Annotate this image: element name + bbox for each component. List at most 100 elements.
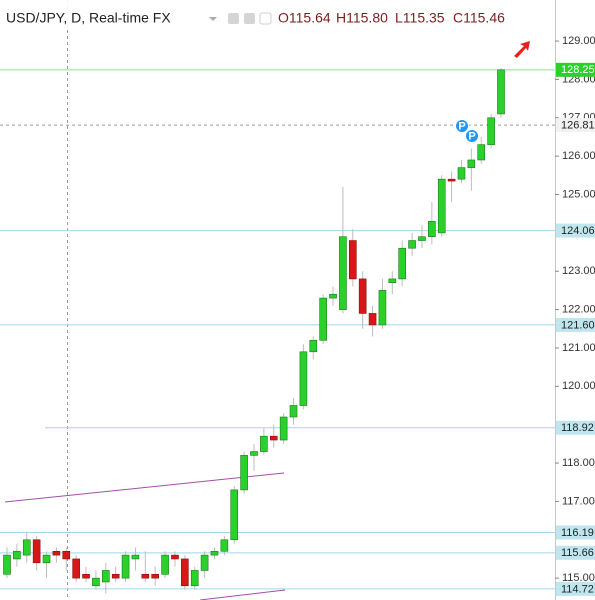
level-label-box [556, 317, 595, 332]
candle-body [289, 405, 298, 418]
candle-body [497, 69, 505, 115]
candle-body [190, 570, 199, 587]
candle-body [102, 570, 110, 583]
candle-body [22, 539, 31, 556]
y-tick-label: 126.00 [562, 150, 595, 162]
trend-line [199, 589, 286, 600]
candle-body [279, 416, 288, 441]
header-bg [0, 0, 555, 30]
level-label-box [556, 581, 595, 596]
y-tick-label: 120.00 [562, 380, 595, 392]
candle-body [339, 236, 347, 310]
y-tick-label: 121.00 [562, 342, 595, 354]
dropdown-icon [209, 17, 217, 21]
candle-body [348, 240, 357, 280]
candle-body [378, 290, 387, 326]
candle-body [62, 550, 71, 560]
candle-body [408, 240, 416, 249]
candle-body [151, 573, 159, 579]
level-label: 118.92 [561, 422, 594, 434]
ohlc-value: H115.80 [336, 10, 388, 26]
event-marker-label: P [468, 130, 475, 142]
level-label-box [556, 545, 595, 560]
candle-body [447, 178, 456, 182]
candle-body [398, 247, 407, 280]
candle-body [418, 236, 426, 241]
level-label: 121.60 [561, 319, 595, 331]
price-axis: 115.00 117.00 118.00 120.00 121.00 122.00 123.… [555, 35, 595, 596]
candle-body [42, 554, 51, 564]
event-markers: PP [455, 119, 479, 143]
candle-body [269, 435, 278, 441]
candle-body [32, 539, 41, 564]
ohlc-readout: O115.64 H115.80 L115.35 C115.46 [278, 10, 505, 26]
y-tick-label: 118.00 [562, 457, 595, 469]
event-marker [465, 129, 479, 143]
candle-body [220, 539, 229, 552]
y-tick-label: 117.00 [562, 495, 595, 507]
settings-icon [244, 13, 255, 24]
candle-body [72, 558, 80, 579]
close-icon [259, 12, 272, 25]
candle-body [181, 558, 189, 587]
event-marker-label: P [458, 120, 465, 132]
trend-line [4, 472, 285, 503]
y-tick-label: 129.00 [562, 35, 595, 47]
candle-body [92, 577, 100, 587]
symbol-title: USD/JPY, D, Real-time FX [6, 10, 171, 26]
level-label: 124.06 [561, 225, 595, 237]
level-label-box [556, 525, 595, 540]
level-label: 115.66 [561, 547, 594, 559]
candle-body [131, 554, 140, 560]
event-marker [455, 119, 469, 133]
ohlc-value: L115.35 [395, 10, 445, 26]
candle-body [52, 550, 61, 556]
candle-body [467, 159, 476, 168]
level-label-box [556, 223, 595, 238]
candle-body [141, 573, 150, 579]
candle-body [428, 221, 436, 238]
candle-body [161, 554, 169, 575]
candle-body [111, 573, 120, 579]
candle-body [13, 550, 21, 560]
candle-body [250, 451, 258, 456]
candle-body [121, 554, 130, 579]
candle-body [240, 455, 248, 491]
y-tick-label: 122.00 [562, 303, 595, 315]
candle-body [230, 489, 239, 541]
candle-body [309, 339, 318, 353]
candle-body [329, 293, 337, 299]
level-label: 114.72 [561, 583, 594, 595]
y-tick-label: 125.00 [562, 188, 595, 200]
y-tick-label: 115.00 [562, 572, 595, 584]
candle-body [487, 117, 495, 145]
candle-body [477, 144, 486, 161]
candle-body [368, 313, 377, 326]
level-label: 128.25 [561, 64, 595, 76]
ohlc-value: C115.46 [453, 10, 505, 26]
candle-body [210, 550, 219, 556]
candle-body [358, 278, 367, 314]
level-label-box [556, 62, 595, 77]
y-tick-label: 123.00 [562, 265, 595, 277]
candle-body [82, 573, 90, 579]
level-label-box [556, 420, 595, 435]
level-label: 126.81 [561, 119, 595, 131]
level-label: 116.19 [561, 527, 594, 539]
candle-body [260, 435, 268, 452]
arrow-icon [514, 41, 530, 58]
candle-body [299, 351, 308, 406]
candle-body [3, 554, 11, 575]
candle-body [437, 178, 446, 234]
levels [0, 69, 555, 590]
candle-body [457, 167, 466, 180]
level-label-box [556, 118, 595, 133]
candle-body [388, 278, 397, 284]
ohlc-value: O115.64 [278, 10, 331, 26]
candles [3, 67, 505, 594]
candle-body [319, 297, 327, 341]
candle-body [171, 554, 179, 560]
